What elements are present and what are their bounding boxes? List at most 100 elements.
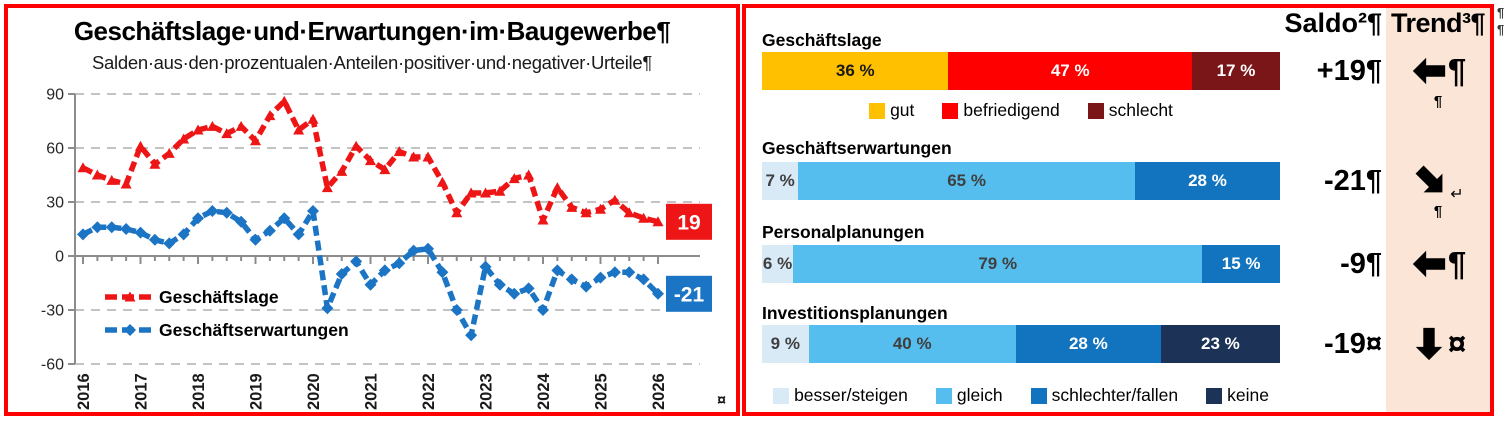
triangle-marker bbox=[106, 174, 118, 185]
triangle-marker bbox=[206, 120, 218, 131]
x-tick-label: 2025 bbox=[593, 373, 611, 410]
cell-end-marker: ¤ bbox=[717, 392, 726, 409]
diamond-marker bbox=[450, 304, 463, 316]
x-tick-label: 2026 bbox=[650, 373, 668, 410]
legend-label: schlecht bbox=[1108, 100, 1173, 120]
bar-row-header: Investitionsplanungen bbox=[762, 303, 948, 323]
trend-cell: ¶ bbox=[1386, 50, 1490, 92]
legend-item: besser/steigen bbox=[773, 385, 908, 406]
legend-marker bbox=[124, 324, 136, 336]
trend-arrow-down-icon bbox=[1415, 327, 1443, 361]
triangle-marker bbox=[336, 165, 348, 176]
bar-segment: 79 % bbox=[793, 245, 1203, 283]
stacked-bar-row: 6 % 79 % 15 % bbox=[762, 245, 1280, 283]
diamond-marker bbox=[465, 329, 478, 342]
x-tick-label: 2022 bbox=[420, 373, 438, 410]
legend-item: gleich bbox=[935, 385, 1003, 406]
bar-segment: 36 % bbox=[762, 52, 949, 90]
lightblue-swatch bbox=[773, 387, 790, 404]
bar-segment: 47 % bbox=[948, 52, 1192, 90]
diamond-marker bbox=[120, 223, 133, 235]
trend-arrow-left-icon bbox=[1412, 250, 1445, 278]
triangle-marker bbox=[379, 164, 391, 175]
diamond-marker bbox=[393, 257, 406, 270]
diamond-marker bbox=[206, 205, 219, 217]
triangle-marker bbox=[480, 187, 491, 198]
y-tick-label: 90 bbox=[46, 87, 64, 104]
diamond-marker bbox=[407, 244, 420, 257]
saldo-value: -9¶ bbox=[1340, 248, 1382, 280]
diamond-marker bbox=[637, 273, 650, 286]
stacked-bar-row: 7 % 65 % 28 % bbox=[762, 162, 1280, 200]
trend-formatting-mark: ¶ bbox=[1447, 245, 1467, 282]
end-value-label: 19 bbox=[677, 211, 700, 234]
triangle-marker bbox=[537, 214, 549, 225]
trend-formatting-mark: ↵ bbox=[1450, 186, 1464, 203]
x-tick-label: 2023 bbox=[478, 373, 496, 410]
diamond-marker bbox=[192, 212, 204, 225]
triangle-marker bbox=[609, 194, 621, 205]
x-tick-label: 2016 bbox=[75, 373, 93, 410]
legend-top: gut befriedigend schlecht bbox=[752, 100, 1290, 121]
saldo-column-header: Saldo²¶ bbox=[1284, 8, 1382, 38]
bar-segment: 17 % bbox=[1191, 52, 1280, 90]
legend-label: Geschäftslage bbox=[159, 287, 279, 307]
trend-below-mark: ¶ bbox=[1433, 93, 1443, 110]
triangle-marker bbox=[264, 110, 276, 121]
darkred-swatch bbox=[1087, 102, 1104, 119]
bar-segment: 65 % bbox=[798, 162, 1135, 200]
chart-title: Geschäftslage·und·Erwartungen·im·Baugewe… bbox=[73, 16, 671, 46]
stacked-bar-panel: Saldo²¶ Trend³¶ Geschäftslage 36 % 47 % 17 … bbox=[742, 4, 1494, 416]
diamond-marker bbox=[220, 206, 233, 219]
saldo-value: -19¤ bbox=[1323, 328, 1382, 360]
x-tick-label: 2017 bbox=[133, 373, 151, 410]
triangle-marker bbox=[508, 173, 520, 184]
diamond-marker bbox=[508, 287, 521, 300]
adjacent-cell-fragment: ¶ ¶ bbox=[1497, 4, 1505, 64]
gold-swatch bbox=[869, 102, 886, 119]
legend-item: befriedigend bbox=[942, 100, 1060, 121]
bar-segment: 23 % bbox=[1160, 325, 1280, 363]
stacked-bar-row: 36 % 47 % 17 % bbox=[762, 52, 1280, 90]
diamond-marker bbox=[263, 224, 276, 237]
triangle-marker bbox=[149, 158, 161, 169]
legend-label: gleich bbox=[956, 385, 1003, 405]
legend-label: gut bbox=[890, 100, 915, 120]
diamond-marker bbox=[479, 260, 492, 273]
line-chart: 90 60 30 0 -30 -60 2016 2017 2018 2019 2020 2021 202… bbox=[41, 87, 712, 410]
triangle-marker bbox=[365, 155, 376, 166]
trend-formatting-mark: ¶ bbox=[1447, 52, 1467, 89]
bar-segment: 6 % bbox=[762, 245, 794, 283]
bar-segment: 9 % bbox=[762, 325, 809, 363]
x-tick-label: 2018 bbox=[190, 373, 208, 410]
legend-label: befriedigend bbox=[963, 100, 1060, 120]
diamond-marker bbox=[537, 304, 549, 316]
triangle-marker bbox=[278, 95, 290, 106]
legend-label: schlechter/fallen bbox=[1051, 385, 1179, 405]
y-tick-label: -30 bbox=[41, 303, 64, 320]
trend-cell: ¤ bbox=[1386, 323, 1490, 365]
diamond-marker bbox=[594, 271, 607, 284]
red-swatch bbox=[942, 102, 959, 119]
navy-swatch bbox=[1206, 387, 1223, 404]
diamond-marker bbox=[77, 228, 89, 241]
diamond-marker bbox=[378, 264, 391, 277]
chart-subtitle: Salden·aus·den·prozentualen·Anteilen·pos… bbox=[92, 52, 652, 73]
diamond-marker bbox=[235, 215, 248, 228]
x-tick-label: 2019 bbox=[248, 373, 266, 410]
triangle-marker bbox=[178, 133, 190, 144]
diamond-marker bbox=[350, 255, 363, 268]
triangle-marker bbox=[221, 128, 233, 139]
legend-item: keine bbox=[1206, 385, 1269, 406]
triangle-marker bbox=[163, 147, 175, 158]
triangle-marker bbox=[638, 212, 650, 223]
triangle-marker bbox=[566, 201, 578, 212]
diamond-marker bbox=[493, 278, 506, 291]
diamond-marker bbox=[652, 287, 664, 300]
saldo-value: +19¶ bbox=[1316, 55, 1382, 87]
diamond-marker bbox=[163, 237, 176, 250]
triangle-marker bbox=[623, 207, 635, 218]
trend-formatting-mark: ¤ bbox=[1447, 325, 1467, 362]
end-value-box bbox=[666, 275, 712, 312]
legend-item: schlecht bbox=[1087, 100, 1173, 121]
